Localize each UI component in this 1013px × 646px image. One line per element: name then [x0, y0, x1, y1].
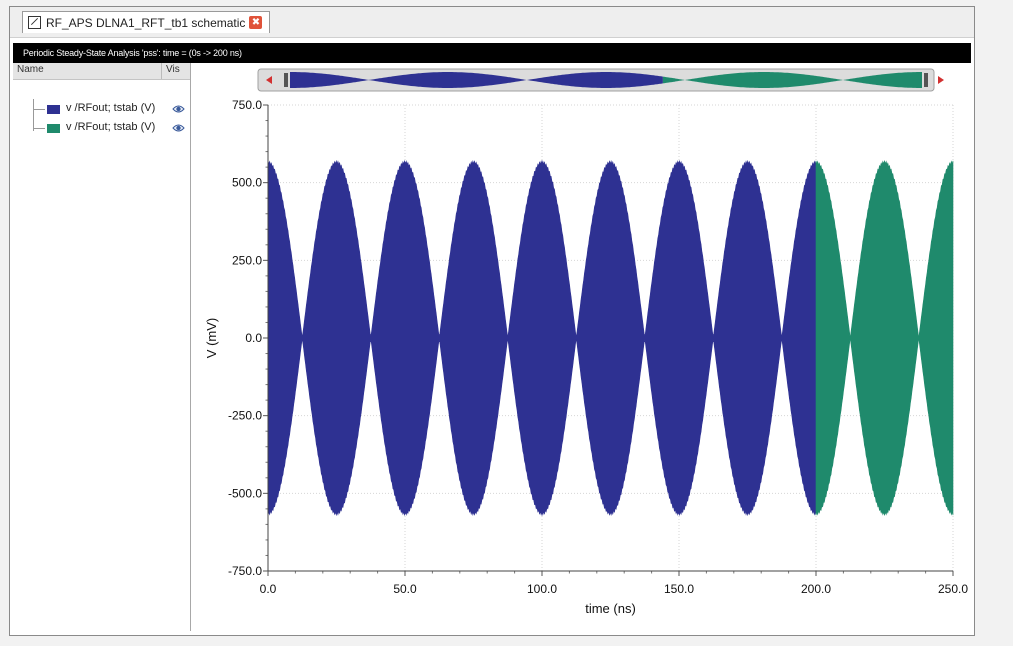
plot-area[interactable]: 750.0 500.0 250.0 0.0 -250.0 -500.0 -750.0 0.0 5… — [192, 63, 975, 633]
close-icon[interactable]: ✖ — [249, 16, 263, 29]
waveform-chart[interactable]: 750.0 500.0 250.0 0.0 -250.0 -500.0 -750.0 0.0 5… — [192, 63, 975, 633]
tree-line — [33, 99, 34, 131]
tab-bar: RF_APS DLNA1_RFT_tb1 schematic ✖ — [10, 7, 974, 38]
overview-strip[interactable] — [257, 68, 944, 92]
y-tick-label: -500.0 — [228, 486, 262, 500]
legend-item-label: v /RFout; tstab (V) — [66, 121, 156, 133]
x-tick-label: 50.0 — [393, 582, 417, 596]
x-tick-label: 250.0 — [938, 582, 968, 596]
y-tick-label: 0.0 — [245, 331, 262, 345]
scroll-right-arrow-icon[interactable] — [938, 76, 944, 84]
series-color-swatch — [47, 105, 60, 114]
analysis-info-bar: Periodic Steady-State Analysis 'pss': ti… — [13, 43, 971, 63]
y-tick-label: 750.0 — [232, 98, 262, 112]
eye-icon[interactable] — [172, 103, 185, 115]
legend-item-label: v /RFout; tstab (V) — [66, 102, 156, 114]
legend-col-vis[interactable]: Vis — [166, 64, 180, 75]
legend-item-1[interactable]: v /RFout; tstab (V) — [13, 101, 191, 117]
overview-series-1 — [290, 72, 663, 88]
column-divider[interactable] — [161, 63, 162, 79]
x-tick-label: 0.0 — [260, 582, 277, 596]
x-tick-label: 100.0 — [527, 582, 557, 596]
tab-schematic[interactable]: RF_APS DLNA1_RFT_tb1 schematic ✖ — [22, 11, 270, 33]
waveform-series-2[interactable] — [815, 159, 954, 517]
x-tick-label: 150.0 — [664, 582, 694, 596]
y-axis-label: V (mV) — [204, 318, 219, 358]
tab-title: RF_APS DLNA1_RFT_tb1 schematic — [46, 15, 246, 30]
y-tick-label: 500.0 — [232, 176, 262, 190]
legend-item-2[interactable]: v /RFout; tstab (V) — [13, 120, 191, 136]
y-tick-label: 250.0 — [232, 253, 262, 267]
overview-right-handle[interactable] — [924, 73, 928, 87]
waveform-series-1[interactable] — [267, 159, 817, 517]
x-tick-label: 200.0 — [801, 582, 831, 596]
tree-branch — [33, 109, 45, 110]
legend-col-name[interactable]: Name — [17, 64, 44, 75]
y-tick-label: -750.0 — [228, 564, 262, 578]
overview-left-handle[interactable] — [284, 73, 288, 87]
legend-header: Name Vis — [13, 63, 190, 80]
series-color-swatch — [47, 124, 60, 133]
scroll-left-arrow-icon[interactable] — [266, 76, 272, 84]
waveform-window: RF_APS DLNA1_RFT_tb1 schematic ✖ Periodi… — [9, 6, 975, 636]
eye-icon[interactable] — [172, 122, 185, 134]
overview-series-2 — [662, 72, 922, 88]
tree-branch — [33, 128, 45, 129]
x-axis-label: time (ns) — [585, 601, 636, 616]
y-tick-label: -250.0 — [228, 409, 262, 423]
waveform-icon — [28, 16, 41, 29]
legend-panel: Name Vis v /RFout; tstab (V) v /RFout; t… — [13, 63, 191, 631]
